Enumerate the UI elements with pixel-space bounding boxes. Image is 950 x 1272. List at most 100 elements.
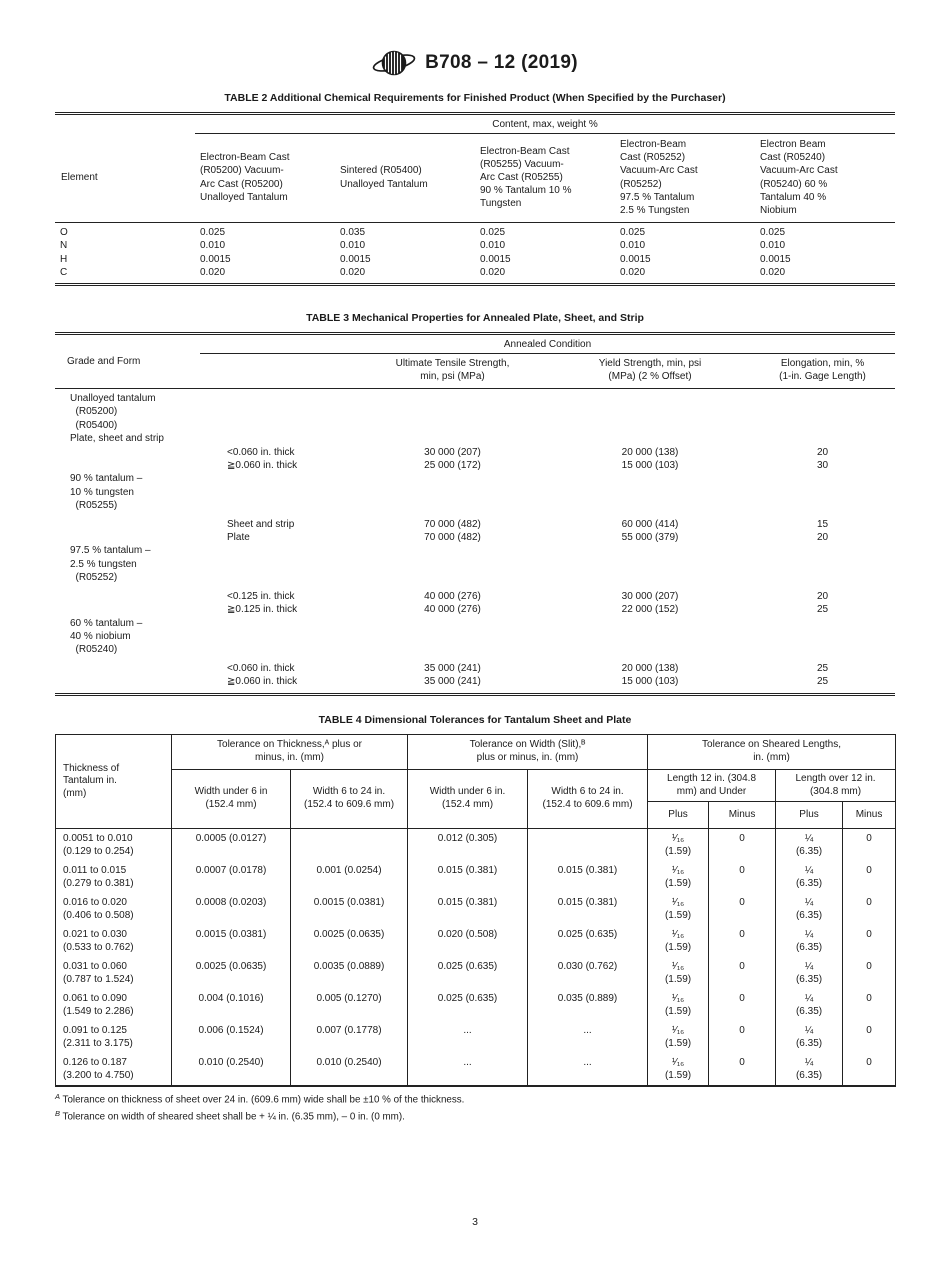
table-row: 10 % tungsten [55,486,895,499]
table-cell [750,499,895,512]
table3-condition-row: Grade and Form Annealed Condition [55,333,896,389]
table2-body: O 0.025 0.035 0.025 0.025 0.025 N 0.010 0.010 0.0… [55,223,895,285]
table-cell: 0.025 (0.635) [407,989,529,1021]
table-cell [550,486,750,499]
table-cell: 0.004 (0.1016) [171,989,291,1021]
table-cell [55,590,200,603]
column-header-plus: Plus [775,801,844,829]
table-cell [355,486,550,499]
astm-logo-icon [372,48,416,78]
column-header-minus: Minus [842,801,897,829]
table-cell: (R05400) [70,419,118,431]
table-cell [550,432,750,445]
table-cell [355,617,550,630]
table3-grade-header: Grade and Form [55,333,200,389]
table-cell [200,571,355,584]
table-cell: 0.020 [340,266,366,278]
table-cell: 0.010 (0.2540) [171,1053,291,1086]
table-row: O 0.025 0.035 0.025 0.025 0.025 [55,223,895,240]
table-cell: 0 [708,925,777,957]
table2-title: TABLE 2 Additional Chemical Requirements… [224,92,726,104]
table-cell: 0.025 (0.635) [527,925,649,957]
sub-header-length-over-12: Length over 12 in. (304.8 mm) [775,769,897,802]
table-cell: (R05200) [70,406,118,418]
standard-designation: B708 – 12 (2019) [425,52,578,73]
table-cell: Plate, sheet and strip [70,433,164,445]
table-cell [355,544,550,557]
table-cell [55,446,200,459]
table-cell [550,571,750,584]
table-cell [200,389,355,406]
table2-content-header: Content, max, weight % [195,113,896,134]
column-header-plus: Plus [647,801,710,829]
table-row: (R05252) [55,571,895,584]
table-row: <0.125 in. thick 40 000 (276) 30 000 (207)… [55,590,895,603]
table-cell [355,643,550,656]
sub-header-width-slit-under-6: Width under 6 in. (152.4 mm) [407,769,529,829]
table-cell: ... [527,1021,649,1053]
table-cell: 0.031 to 0.060 (0.787 to 1.524) [55,957,172,989]
table3-thickness-label-column [200,353,355,389]
table-cell: 0.0015 [620,253,651,265]
table-cell [200,486,355,499]
table-cell: 40 % niobium [70,630,131,642]
table-cell: H [60,253,68,265]
table-row: H 0.0015 0.0015 0.0015 0.0015 0.0015 [55,253,895,266]
table-cell [750,630,895,643]
table-cell: ¹⁄₁₆ (1.59) [647,893,710,925]
table-cell [200,472,355,485]
table-cell [355,389,550,406]
table-cell: 20 [816,590,829,602]
table-cell: <0.060 in. thick [227,446,295,458]
footnote-a-text: Tolerance on thickness of sheet over 24 … [60,1094,465,1106]
table-cell: ¼ (6.35) [775,1021,844,1053]
table-cell: 0 [842,989,897,1021]
table-row: <0.060 in. thick 35 000 (241) 20 000 (138)… [55,662,895,675]
table-cell: 0.030 (0.762) [527,957,649,989]
table-cell: 25 [816,662,829,674]
table-cell [550,643,750,656]
table-cell: ¹⁄₁₆ (1.59) [647,861,710,893]
table-cell: ¹⁄₁₆ (1.59) [647,925,710,957]
table-row: <0.060 in. thick 30 000 (207) 20 000 (138)… [55,446,895,459]
footnote-b-superscript: B [55,1108,61,1118]
table-cell: 0.061 to 0.090 (1.549 to 2.286) [55,989,172,1021]
table-cell: 0.0015 [480,253,511,265]
table-row: Plate 70 000 (482) 55 000 (379) 20 [55,531,895,544]
table-cell: (R05252) [70,572,118,584]
table-cell [55,662,200,675]
table-cell: 0 [708,1021,777,1053]
table-cell [55,459,200,472]
table-cell: ¼ (6.35) [775,957,844,989]
table-row: 0.021 to 0.030 (0.533 to 0.762) 0.0015 (0… [55,925,897,957]
table-cell: ... [407,1053,529,1086]
table-cell [289,828,409,861]
table-cell: 0 [708,828,777,861]
table-cell: ¼ (6.35) [775,1053,844,1086]
table4-section: TABLE 4 Dimensional Tolerances for Tanta… [55,714,897,1124]
table-cell: ¼ (6.35) [775,989,844,1021]
table-row: ≧0.060 in. thick 25 000 (172) 15 000 (103)… [55,459,895,472]
table-row: 0.0051 to 0.010 (0.129 to 0.254) 0.0005 (… [55,828,897,861]
table-cell: N [60,240,68,252]
table-cell: ¼ (6.35) [775,925,844,957]
table-cell [200,643,355,656]
table-cell: ¼ (6.35) [775,861,844,893]
table-cell: 0 [842,861,897,893]
table4-group-header-row: Thickness of Tantalum in. (mm) Tolerance… [55,734,897,829]
table-row: 2.5 % tungsten [55,558,895,571]
table-cell: O [60,227,68,239]
table-row: ≧0.125 in. thick 40 000 (276) 22 000 (152)… [55,603,895,616]
table4-plus-minus-row: Plus Minus Plus Minus [56,801,897,829]
table-cell: Sheet and strip [227,518,295,530]
table-row: 97.5 % tantalum – [55,544,895,557]
table-cell: ≧0.060 in. thick [227,460,298,472]
table-cell: (R05240) [70,644,118,656]
table-row: (R05255) [55,499,895,512]
table-cell: 0 [708,1053,777,1086]
table2-content-row: Content, max, weight % [55,113,896,134]
table-cell: 0.025 [200,227,226,239]
table-cell: C [60,266,68,278]
table-cell: 35 000 (241) [424,662,481,674]
table-cell [200,617,355,630]
